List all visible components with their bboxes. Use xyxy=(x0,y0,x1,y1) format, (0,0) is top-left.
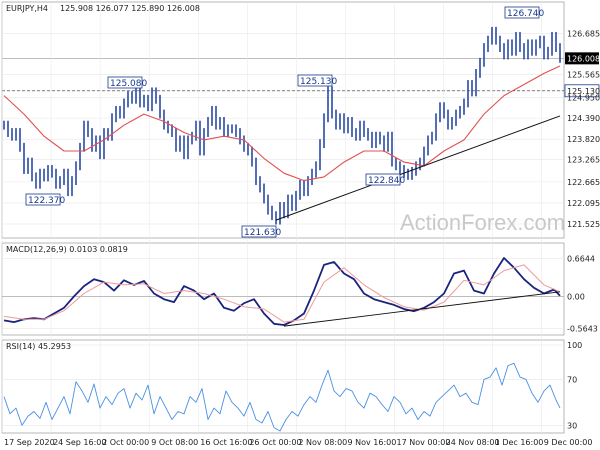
y-tick-label: 126.685 xyxy=(567,29,600,38)
y-tick-label: 124.950 xyxy=(567,93,600,102)
rsi-line xyxy=(3,362,561,432)
x-tick-label: 9 Dec 00:00 xyxy=(544,438,593,447)
macd-panel-title: MACD(12,26,9) 0.0103 0.0819 xyxy=(6,245,128,254)
price-trendline xyxy=(275,115,561,221)
price-panel-header-values: 125.908 126.077 125.890 126.008 xyxy=(60,4,200,13)
x-tick-label: 17 Nov 00:00 xyxy=(397,438,451,447)
rsi-panel-title: RSI(14) 45.2953 xyxy=(6,342,71,351)
current-price-box xyxy=(565,52,599,65)
series-layer xyxy=(3,26,561,432)
y-tick-label: 125.565 xyxy=(567,71,600,80)
price-annotation-box xyxy=(241,225,277,238)
y-tick-label: 30 xyxy=(567,421,577,430)
moving-average-line xyxy=(3,65,561,182)
price-annotation-label: 121.630 xyxy=(244,228,281,238)
x-tick-label: 2 Oct 00:00 xyxy=(102,438,149,447)
macd-signal-line xyxy=(3,264,561,323)
x-tick-label: 2 Nov 08:00 xyxy=(298,438,347,447)
x-tick-label: 17 Sep 2020 xyxy=(4,438,55,447)
y-tick-label: 70 xyxy=(567,375,577,384)
macd-line xyxy=(3,257,561,326)
price-panel-title: EURJPY,H4 xyxy=(6,4,48,13)
axis-layer: 126.685126.008125.565125.130124.950124.3… xyxy=(4,29,600,447)
y-tick-label: 100 xyxy=(567,341,582,350)
y-tick-label: 122.095 xyxy=(567,199,600,208)
price-annotation-box xyxy=(297,74,333,87)
x-tick-label: 9 Nov 16:00 xyxy=(347,438,396,447)
price-annotation-label: 125.080 xyxy=(110,79,147,89)
grid-layer xyxy=(1,2,564,433)
price-annotation-box xyxy=(504,6,540,19)
y-tick-label: 0.00 xyxy=(567,292,585,301)
price-annotation-label: 126.740 xyxy=(507,9,544,19)
y-tick-label: 121.525 xyxy=(567,220,600,229)
x-tick-label: 9 Oct 08:00 xyxy=(151,438,198,447)
price-annotation-label: 122.370 xyxy=(28,196,65,206)
level-price-box xyxy=(564,84,600,98)
x-tick-label: 26 Oct 00:00 xyxy=(249,438,301,447)
level-price-label: 125.130 xyxy=(567,87,600,96)
y-tick-label: 122.665 xyxy=(567,178,600,187)
y-tick-label: 123.265 xyxy=(567,156,600,165)
x-tick-label: 16 Oct 16:00 xyxy=(200,438,252,447)
price-annotation-box xyxy=(25,193,61,206)
x-tick-label: 1 Dec 16:00 xyxy=(495,438,544,447)
x-tick-label: 24 Sep 16:00 xyxy=(53,438,106,447)
price-annotation-label: 125.130 xyxy=(300,77,337,87)
x-tick-label: 24 Nov 08:00 xyxy=(446,438,500,447)
annotation-layer: 125.080 122.370 121.630 125.130 122.840 126.7… xyxy=(25,6,544,238)
price-annotation-label: 122.840 xyxy=(368,176,405,186)
macd-trendline xyxy=(283,291,561,327)
y-tick-label: 0.6644 xyxy=(567,254,595,263)
current-price-label: 126.008 xyxy=(567,54,600,63)
price-annotation-box xyxy=(107,76,143,89)
watermark-text: ActionForex.com xyxy=(400,210,565,235)
y-tick-label: -0.5643 xyxy=(567,325,598,334)
y-tick-label: 123.820 xyxy=(567,135,600,144)
y-tick-label: 124.390 xyxy=(567,114,600,123)
price-annotation-box xyxy=(365,173,401,186)
